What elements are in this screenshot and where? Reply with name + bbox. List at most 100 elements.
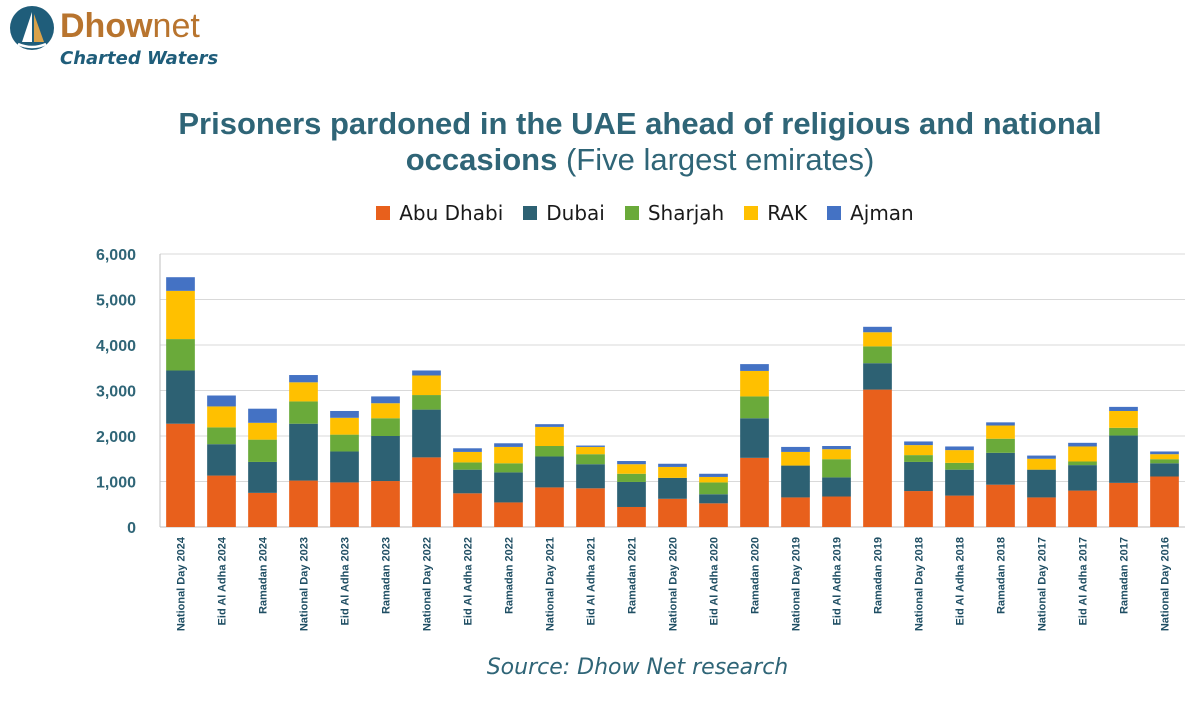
bar-segment <box>617 464 646 474</box>
bar-segment <box>412 457 441 527</box>
bar-segment <box>740 364 769 371</box>
bar-segment <box>412 370 441 376</box>
bar-segment <box>412 395 441 410</box>
y-tick-label: 4,000 <box>96 338 136 355</box>
bar-segment <box>535 424 564 427</box>
bar-segment <box>1068 490 1097 527</box>
bar-segment <box>617 481 646 507</box>
bar-segment <box>453 448 482 452</box>
bar-segment <box>986 425 1015 439</box>
bar-segment <box>658 466 687 478</box>
bar-segment <box>248 439 277 462</box>
bar-segment <box>863 346 892 364</box>
bar-segment <box>1068 465 1097 491</box>
bar-segment <box>248 422 277 440</box>
bar-segment <box>576 488 605 527</box>
y-tick-label: 1,000 <box>96 475 136 492</box>
bar-segment <box>371 481 400 527</box>
bar-segment <box>330 417 359 435</box>
bar-segment <box>535 456 564 488</box>
x-tick-label: Ramadan 2022 <box>504 537 516 614</box>
bar-segment <box>1109 410 1138 428</box>
legend-item: RAK <box>744 201 807 225</box>
bar-segment <box>945 495 974 527</box>
bar-segment <box>658 477 687 499</box>
bar-segment <box>781 451 810 466</box>
bar-segment <box>699 503 728 527</box>
bar-segment <box>453 462 482 470</box>
legend-label: RAK <box>767 201 808 225</box>
bar-segment <box>945 469 974 496</box>
bar-segment <box>248 461 277 493</box>
bar-segment <box>289 401 318 424</box>
chart-legend: Abu Dhabi Dubai Sharjah RAK Ajman <box>0 196 1200 230</box>
bar-segment <box>289 382 318 402</box>
bar-segment <box>1150 454 1179 460</box>
x-tick-label: Eid Al Adha 2021 <box>586 537 598 625</box>
bar-segment <box>822 477 851 497</box>
x-tick-label: National Day 2020 <box>668 537 680 631</box>
bar-segment <box>740 418 769 458</box>
legend-swatch <box>744 206 759 220</box>
brand-logo: Dhownet Charted Waters <box>8 4 268 74</box>
bar-segment <box>207 406 236 428</box>
bar-segment <box>207 427 236 445</box>
bar-segment <box>248 408 277 423</box>
bar-segment <box>781 497 810 527</box>
bar-segment <box>986 452 1015 485</box>
x-tick-label: Eid Al Adha 2019 <box>832 537 844 625</box>
bar-segment <box>535 426 564 447</box>
bar-segment <box>986 422 1015 426</box>
bar-segment <box>617 506 646 527</box>
bar-segment <box>904 491 933 527</box>
x-tick-label: Eid Al Adha 2023 <box>340 537 352 625</box>
legend-label: Ajman <box>850 201 914 225</box>
x-tick-label: National Day 2018 <box>914 537 926 631</box>
bar-segment <box>863 326 892 333</box>
x-tick-label: Eid Al Adha 2020 <box>709 537 721 625</box>
legend-item: Sharjah <box>624 201 724 225</box>
legend-swatch <box>624 206 639 220</box>
source-note: Source: Dhow Net research <box>486 655 789 680</box>
bar-segment <box>166 370 195 424</box>
bar-segment <box>658 463 687 467</box>
bar-segment <box>453 493 482 527</box>
x-tick-label: Eid Al Adha 2018 <box>955 537 967 625</box>
x-tick-label: National Day 2016 <box>1160 537 1172 631</box>
bar-segment <box>535 487 564 527</box>
bar-segment <box>699 482 728 495</box>
bar-segment <box>1027 458 1056 470</box>
bar-segment <box>166 290 195 340</box>
bar-segment <box>699 473 728 477</box>
bar-segment <box>166 339 195 371</box>
bar-segment <box>1109 427 1138 436</box>
sail-logo-icon <box>10 6 54 50</box>
bar-segment <box>699 494 728 504</box>
bar-segment <box>289 423 318 481</box>
bar-segment <box>740 396 769 419</box>
x-tick-label: Eid Al Adha 2017 <box>1078 537 1090 625</box>
x-tick-label: National Day 2023 <box>299 537 311 631</box>
bar-segment <box>576 454 605 465</box>
bar-segment <box>1068 446 1097 462</box>
bar-segment <box>863 389 892 527</box>
bar-segment <box>740 370 769 397</box>
bar-segment <box>494 446 523 464</box>
chart-title-suffix: (Five largest emirates) <box>557 142 875 177</box>
bar-segment <box>330 434 359 452</box>
bar-segment <box>822 459 851 478</box>
x-tick-label: Ramadan 2019 <box>873 537 885 614</box>
bar-segment <box>207 444 236 476</box>
legend-label: Abu Dhabi <box>399 201 504 225</box>
legend-item: Dubai <box>523 201 605 225</box>
bar-segment <box>781 465 810 498</box>
bar-segment <box>576 464 605 489</box>
bar-segment <box>904 455 933 462</box>
bar-segment <box>494 502 523 527</box>
bar-segment <box>1027 455 1056 459</box>
bar-segment <box>986 484 1015 527</box>
bar-segment <box>904 461 933 492</box>
bar-segment <box>330 482 359 527</box>
x-tick-label: Eid Al Adha 2022 <box>463 537 475 625</box>
x-tick-label: Ramadan 2020 <box>750 537 762 614</box>
